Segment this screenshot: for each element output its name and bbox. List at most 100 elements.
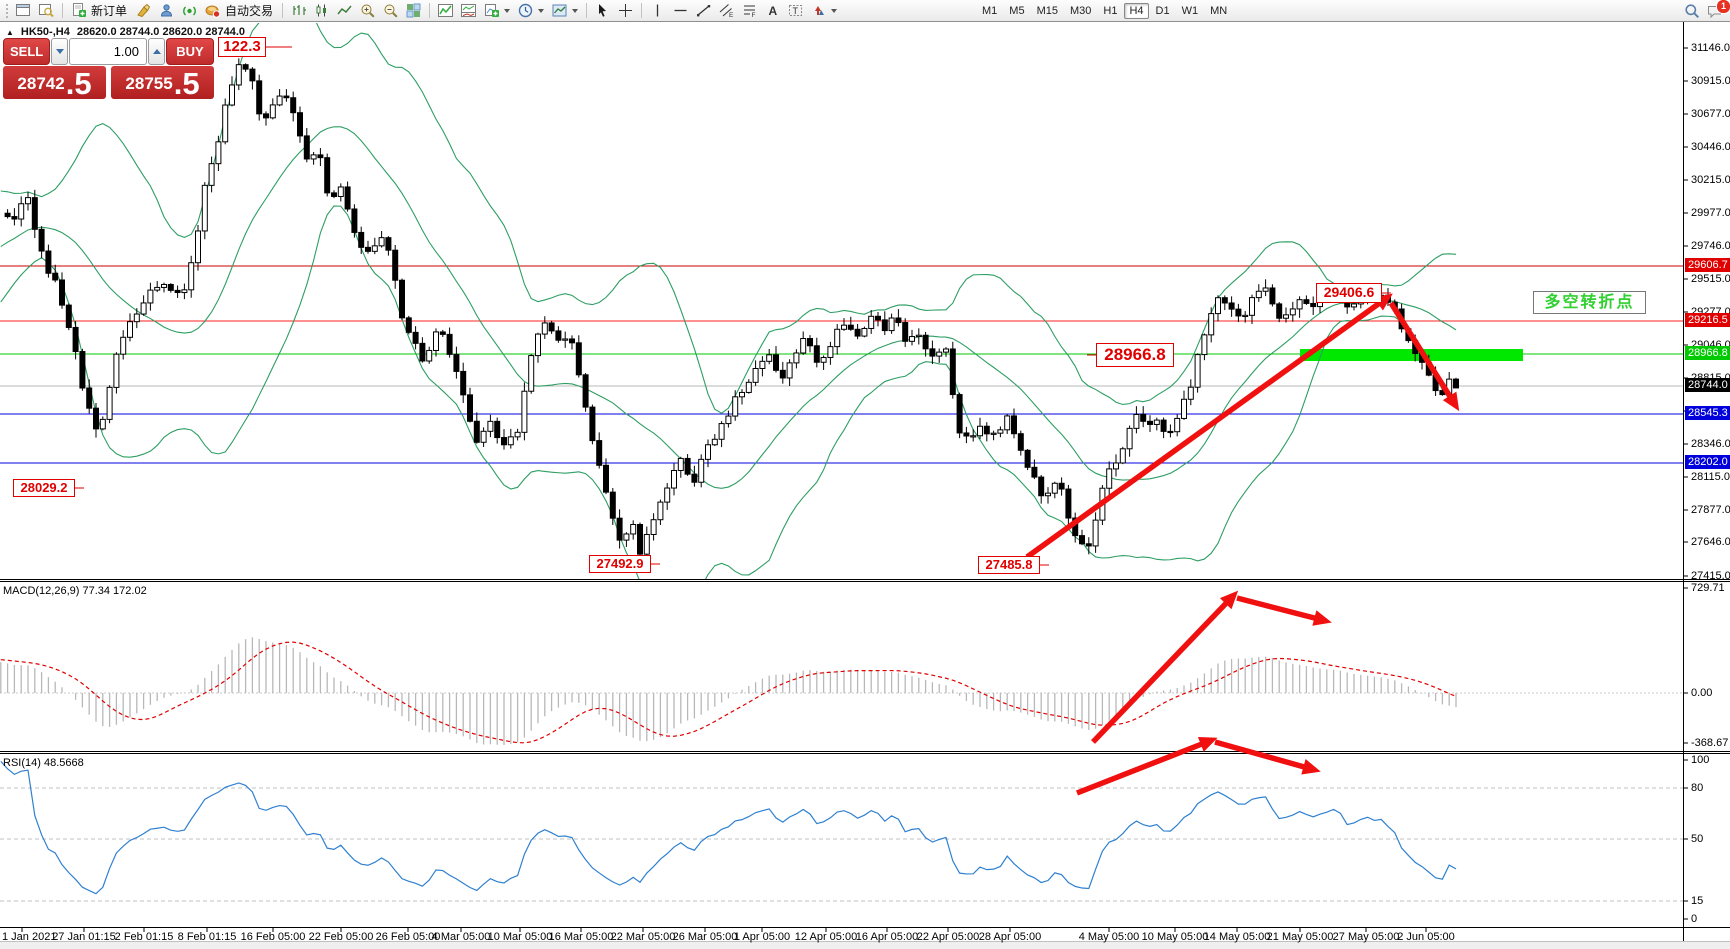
horizontal-level-lines[interactable]: [0, 265, 1683, 464]
price-annotation-28966.8[interactable]: 28966.8: [1096, 343, 1174, 367]
timeframe-button-M1[interactable]: M1: [977, 3, 1002, 19]
bar-chart-icon[interactable]: [288, 1, 309, 20]
text-label-tool-icon[interactable]: T: [785, 1, 806, 20]
templates-icon[interactable]: [549, 1, 570, 20]
timeframe-button-M30[interactable]: M30: [1065, 3, 1096, 19]
date-label[interactable]: 16 Feb 05:00: [240, 931, 306, 943]
line-chart-icon[interactable]: [334, 1, 355, 20]
symbol-ohlc: 28620.0 28744.0 28620.0 28744.0: [76, 26, 246, 38]
price-annotation-29406.6[interactable]: 29406.6: [1316, 283, 1382, 303]
timeframe-button-D1[interactable]: D1: [1151, 3, 1175, 19]
svg-text:A: A: [769, 4, 778, 18]
candlesticks: [4, 58, 1459, 561]
date-label[interactable]: 14 May 05:00: [1203, 931, 1271, 943]
tile-windows-icon[interactable]: [403, 1, 424, 20]
symbol-marker-icon: ▲: [6, 27, 14, 37]
macd-label: MACD(12,26,9) 77.34 172.02: [3, 585, 147, 597]
date-label[interactable]: 1 Apr 05:00: [733, 931, 791, 943]
new-chart-icon[interactable]: [481, 1, 502, 20]
price-annotation-122.3[interactable]: 122.3: [218, 37, 266, 57]
indicator-list-icon[interactable]: [458, 1, 479, 20]
chat-icon[interactable]: 1: [1704, 0, 1730, 20]
search-icon[interactable]: [1681, 1, 1702, 20]
trend-arrow-3: [1236, 595, 1332, 626]
timeframe-button-M5[interactable]: M5: [1004, 3, 1029, 19]
text-tool-icon[interactable]: A: [762, 1, 783, 20]
rsi-scale-label: 100: [1691, 754, 1710, 766]
timeframe-button-MN[interactable]: MN: [1205, 3, 1232, 19]
cursor-icon[interactable]: [592, 1, 613, 20]
trendline-tool-icon[interactable]: [693, 1, 714, 20]
chevron-down-icon[interactable]: [831, 8, 838, 13]
chevron-down-icon[interactable]: [572, 8, 579, 13]
date-label[interactable]: 26 Feb 05:00: [375, 931, 441, 943]
chevron-down-icon[interactable]: [504, 8, 511, 13]
rsi-scale-label: 50: [1691, 833, 1704, 845]
date-label[interactable]: 22 Feb 05:00: [308, 931, 374, 943]
price-tick-label: 28115.0: [1691, 471, 1730, 483]
annotation-connectors: [75, 46, 1391, 566]
symbol-header: ▲ HK50-,H4 28620.0 28744.0 28620.0 28744…: [6, 26, 245, 38]
volume-increase-button[interactable]: [148, 38, 165, 65]
date-label[interactable]: 10 May 05:00: [1141, 931, 1209, 943]
chevron-down-icon[interactable]: [538, 8, 545, 13]
macd-histogram: [0, 637, 1457, 745]
periods-clock-icon[interactable]: [515, 1, 536, 20]
date-label[interactable]: 2 Jun 05:00: [1397, 931, 1455, 943]
zoom-out-icon[interactable]: [380, 1, 401, 20]
date-label[interactable]: 27 May 05:00: [1332, 931, 1400, 943]
timeframe-button-H1[interactable]: H1: [1098, 3, 1122, 19]
candlestick-chart-icon[interactable]: [311, 1, 332, 20]
timeframe-button-M15[interactable]: M15: [1032, 3, 1063, 19]
date-label[interactable]: 16 Mar 05:00: [548, 931, 614, 943]
buy-price-display[interactable]: 28755 .5: [111, 66, 214, 99]
buy-button[interactable]: BUY: [166, 38, 214, 65]
fibonacci-tool-icon[interactable]: F: [739, 1, 760, 20]
trend-arrows[interactable]: [1025, 293, 1460, 796]
volume-input[interactable]: [69, 38, 147, 65]
date-label[interactable]: 21 May 05:00: [1266, 931, 1334, 943]
date-label[interactable]: 2 Feb 01:15: [114, 931, 174, 943]
date-label[interactable]: 28 Apr 05:00: [978, 931, 1042, 943]
date-label[interactable]: 26 Mar 05:00: [672, 931, 738, 943]
note-annotation[interactable]: 多空转折点: [1533, 291, 1646, 314]
notification-badge[interactable]: 1: [1716, 0, 1730, 14]
autotrading-button[interactable]: 自动交易: [201, 1, 278, 20]
date-label[interactable]: 10 Mar 05:00: [487, 931, 553, 943]
arrow-shapes-tool-icon[interactable]: [808, 1, 829, 20]
price-annotation-28029.2[interactable]: 28029.2: [13, 479, 75, 497]
date-label[interactable]: 8 Feb 01:15: [177, 931, 237, 943]
autotrading-icon: [202, 1, 223, 20]
horizontal-line-tool-icon[interactable]: [670, 1, 691, 20]
new-order-button[interactable]: 新订单: [67, 1, 132, 20]
price-annotation-27485.8[interactable]: 27485.8: [978, 556, 1040, 574]
crosshair-icon[interactable]: [615, 1, 636, 20]
date-label[interactable]: 4 Mar 05:00: [431, 931, 491, 943]
toolbar-separator: [641, 3, 643, 18]
date-label[interactable]: 27 Jan 01:15: [52, 931, 116, 943]
trend-arrow-0: [1025, 293, 1393, 560]
date-label[interactable]: 16 Apr 05:00: [855, 931, 919, 943]
volume-decrease-button[interactable]: [51, 38, 68, 65]
zoom-in-icon[interactable]: [357, 1, 378, 20]
date-label[interactable]: 1 Jan 2021: [2, 931, 57, 943]
timeframe-button-H4[interactable]: H4: [1124, 2, 1149, 19]
styler-icon[interactable]: [133, 1, 154, 20]
community-profile-icon[interactable]: [156, 1, 177, 20]
sell-button[interactable]: SELL: [3, 38, 50, 65]
price-annotation-27492.9[interactable]: 27492.9: [589, 555, 651, 573]
market-watch-icon[interactable]: [36, 1, 57, 20]
sell-price-display[interactable]: 28742 .5: [3, 66, 106, 99]
date-label[interactable]: 22 Apr 05:00: [916, 931, 980, 943]
timeframe-button-W1[interactable]: W1: [1177, 3, 1204, 19]
date-label[interactable]: 22 Mar 05:00: [610, 931, 676, 943]
date-label[interactable]: 4 May 05:00: [1078, 931, 1140, 943]
new-window-icon[interactable]: [13, 1, 34, 20]
date-label[interactable]: 12 Apr 05:00: [794, 931, 858, 943]
signals-icon[interactable]: [179, 1, 200, 20]
equidistant-channel-tool-icon[interactable]: E: [716, 1, 737, 20]
indicators-icon[interactable]: [435, 1, 456, 20]
macd-scale-label: -368.67: [1691, 737, 1729, 749]
green-zone-rectangle[interactable]: [1300, 349, 1523, 361]
vertical-line-tool-icon[interactable]: [647, 1, 668, 20]
